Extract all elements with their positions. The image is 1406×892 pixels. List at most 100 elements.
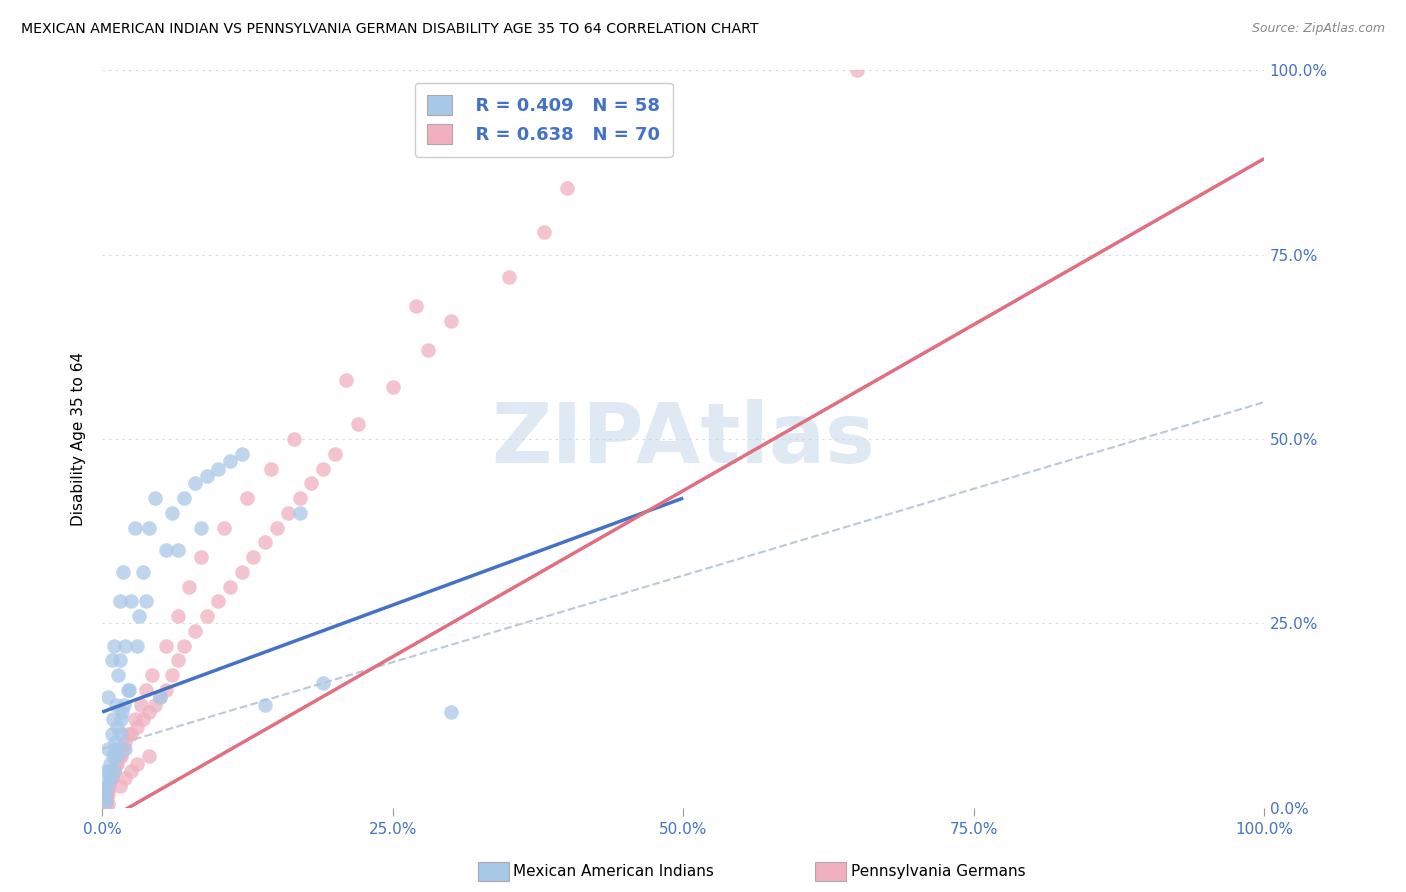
Point — [125, 756, 148, 771]
Point — [132, 713, 155, 727]
Point — [103, 764, 125, 778]
Point — [125, 720, 148, 734]
Point — [100, 727, 122, 741]
Point — [98, 756, 121, 771]
Point — [97, 797, 120, 812]
Point — [231, 565, 253, 579]
Point — [184, 476, 207, 491]
Point — [104, 734, 127, 748]
Point — [555, 181, 578, 195]
Point — [96, 779, 118, 793]
Point — [138, 749, 160, 764]
Point — [347, 417, 370, 432]
Point — [110, 713, 132, 727]
Point — [125, 639, 148, 653]
Point — [110, 727, 132, 741]
Point — [124, 713, 146, 727]
Point — [195, 469, 218, 483]
Point — [166, 542, 188, 557]
Point — [323, 447, 346, 461]
Point — [112, 742, 135, 756]
Point — [97, 690, 120, 705]
Point — [98, 772, 121, 786]
Point — [120, 594, 142, 608]
Point — [155, 542, 177, 557]
Point — [98, 775, 121, 789]
Point — [108, 594, 131, 608]
Point — [103, 639, 125, 653]
Y-axis label: Disability Age 35 to 64: Disability Age 35 to 64 — [72, 352, 86, 526]
Point — [96, 786, 118, 800]
Point — [93, 794, 115, 808]
Point — [207, 461, 229, 475]
Point — [253, 698, 276, 712]
Point — [98, 764, 121, 778]
Point — [253, 535, 276, 549]
Point — [104, 742, 127, 756]
Point — [132, 565, 155, 579]
Point — [98, 772, 121, 786]
Point — [440, 314, 463, 328]
Point — [110, 749, 132, 764]
Point — [114, 742, 136, 756]
Point — [166, 653, 188, 667]
Point — [112, 698, 135, 712]
Point — [277, 506, 299, 520]
Point — [124, 520, 146, 534]
Point — [97, 742, 120, 756]
Point — [103, 764, 125, 778]
Text: Pennsylvania Germans: Pennsylvania Germans — [851, 864, 1025, 879]
Point — [135, 594, 157, 608]
Point — [179, 580, 201, 594]
Point — [101, 749, 124, 764]
Point — [100, 772, 122, 786]
Point — [312, 675, 335, 690]
Point — [105, 720, 128, 734]
Point — [219, 580, 242, 594]
Point — [94, 797, 117, 812]
Point — [207, 594, 229, 608]
Point — [105, 698, 128, 712]
Point — [108, 749, 131, 764]
Point — [100, 772, 122, 786]
Point — [96, 789, 118, 804]
Point — [312, 461, 335, 475]
Point — [155, 682, 177, 697]
Point — [108, 779, 131, 793]
Point — [105, 749, 128, 764]
Point — [155, 639, 177, 653]
Point — [114, 734, 136, 748]
Point — [98, 779, 121, 793]
Point — [93, 786, 115, 800]
Point — [266, 520, 288, 534]
Point — [242, 550, 264, 565]
Point — [149, 690, 172, 705]
Point — [101, 713, 124, 727]
Point — [128, 609, 150, 624]
Point — [105, 756, 128, 771]
Point — [94, 764, 117, 778]
Point — [107, 668, 129, 682]
Point — [440, 705, 463, 719]
Point — [288, 491, 311, 505]
Point — [160, 506, 183, 520]
Point — [190, 550, 212, 565]
Point — [533, 226, 555, 240]
Text: ZIPAtlas: ZIPAtlas — [491, 399, 875, 480]
Point — [108, 653, 131, 667]
Point — [166, 609, 188, 624]
Point — [100, 653, 122, 667]
Point — [120, 727, 142, 741]
Text: Source: ZipAtlas.com: Source: ZipAtlas.com — [1251, 22, 1385, 36]
Point — [416, 343, 439, 358]
Point — [114, 639, 136, 653]
Point — [138, 705, 160, 719]
Point — [93, 794, 115, 808]
Point — [138, 520, 160, 534]
Point — [190, 520, 212, 534]
Point — [105, 756, 128, 771]
Point — [117, 727, 139, 741]
Point — [236, 491, 259, 505]
Point — [143, 698, 166, 712]
Point — [111, 705, 134, 719]
